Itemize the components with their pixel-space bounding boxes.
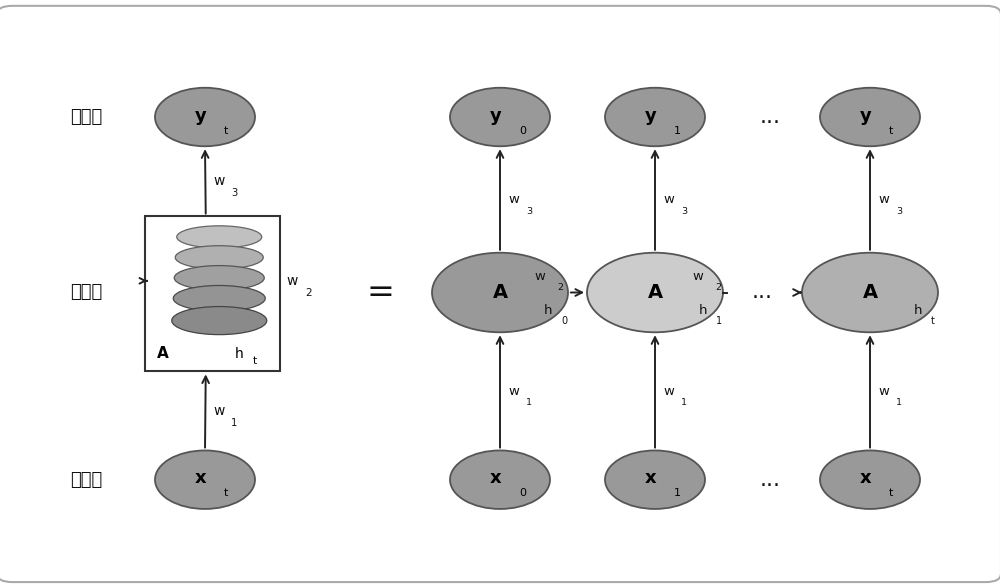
Text: h: h xyxy=(914,304,923,317)
Text: t: t xyxy=(931,316,935,326)
Text: 0: 0 xyxy=(519,126,526,136)
Text: 3: 3 xyxy=(896,207,902,215)
Text: w: w xyxy=(213,404,224,418)
Circle shape xyxy=(820,88,920,146)
Text: ...: ... xyxy=(752,283,773,302)
Text: w: w xyxy=(286,274,297,288)
Text: 输出层: 输出层 xyxy=(70,108,102,126)
Text: A: A xyxy=(647,283,663,302)
Text: y: y xyxy=(860,106,872,125)
Text: w: w xyxy=(878,193,889,206)
Text: 3: 3 xyxy=(526,207,532,215)
Text: t: t xyxy=(889,488,893,498)
Text: x: x xyxy=(195,469,207,487)
Text: A: A xyxy=(157,346,169,361)
Text: w: w xyxy=(692,270,703,283)
Text: A: A xyxy=(862,283,878,302)
Text: h: h xyxy=(699,304,708,317)
Text: w: w xyxy=(663,385,674,398)
Text: x: x xyxy=(860,469,872,487)
Circle shape xyxy=(820,450,920,509)
Text: w: w xyxy=(878,385,889,398)
Text: =: = xyxy=(366,276,394,309)
Ellipse shape xyxy=(174,266,264,290)
Text: x: x xyxy=(645,469,657,487)
Ellipse shape xyxy=(177,226,262,248)
Text: 输入层: 输入层 xyxy=(70,471,102,488)
FancyBboxPatch shape xyxy=(0,6,1000,582)
Ellipse shape xyxy=(173,285,265,311)
Bar xyxy=(145,216,280,371)
Text: 隐藏层: 隐藏层 xyxy=(70,284,102,301)
Circle shape xyxy=(155,450,255,509)
Text: y: y xyxy=(195,106,207,125)
Circle shape xyxy=(450,88,550,146)
Text: 0: 0 xyxy=(519,488,526,498)
Text: y: y xyxy=(490,106,502,125)
Text: t: t xyxy=(889,126,893,136)
Circle shape xyxy=(802,253,938,332)
Text: 1: 1 xyxy=(526,398,532,407)
Text: 3: 3 xyxy=(232,188,238,198)
Text: 3: 3 xyxy=(681,207,687,215)
Circle shape xyxy=(450,450,550,509)
Text: t: t xyxy=(224,488,228,498)
Circle shape xyxy=(155,88,255,146)
Text: t: t xyxy=(252,356,256,366)
Text: 0: 0 xyxy=(561,316,567,326)
Circle shape xyxy=(432,253,568,332)
Ellipse shape xyxy=(172,307,267,335)
Text: w: w xyxy=(663,193,674,206)
Text: A: A xyxy=(492,283,508,302)
Text: ...: ... xyxy=(760,470,780,490)
Text: w: w xyxy=(508,193,519,206)
Text: 1: 1 xyxy=(674,488,681,498)
Text: h: h xyxy=(544,304,553,317)
Circle shape xyxy=(605,450,705,509)
Circle shape xyxy=(605,88,705,146)
Text: 1: 1 xyxy=(674,126,681,136)
Text: 1: 1 xyxy=(716,316,722,326)
Text: 1: 1 xyxy=(896,398,902,407)
Circle shape xyxy=(587,253,723,332)
Ellipse shape xyxy=(175,246,263,269)
Text: t: t xyxy=(224,126,228,136)
Text: w: w xyxy=(508,385,519,398)
Text: ...: ... xyxy=(760,107,780,127)
Text: w: w xyxy=(214,174,225,188)
Text: 2: 2 xyxy=(305,288,312,298)
Text: 2: 2 xyxy=(716,283,722,292)
Text: 1: 1 xyxy=(231,418,237,428)
Text: w: w xyxy=(534,270,545,283)
Text: y: y xyxy=(645,106,657,125)
Text: 2: 2 xyxy=(558,283,564,292)
Text: 1: 1 xyxy=(681,398,687,407)
Text: x: x xyxy=(490,469,502,487)
Text: h: h xyxy=(234,347,243,361)
